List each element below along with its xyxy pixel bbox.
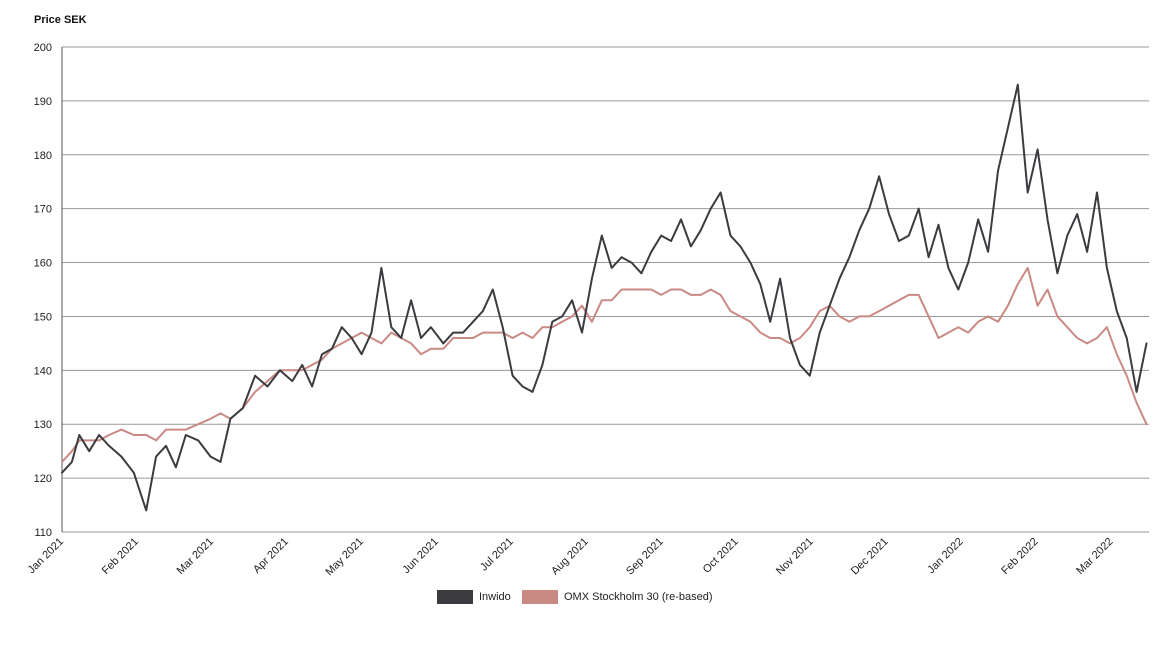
y-tick-label: 110: [34, 527, 52, 539]
legend-item-omx[interactable]: OMX Stockholm 30 (re-based): [522, 590, 713, 604]
series-line-inwido: [61, 83, 1148, 512]
x-tick-label: Feb 2022: [999, 536, 1040, 577]
x-tick-label: Jan 2022: [925, 536, 965, 576]
x-tick-label: Jan 2021: [26, 536, 66, 576]
y-tick-label: 200: [34, 42, 52, 54]
y-tick-label: 170: [34, 204, 52, 216]
y-axis-title: Price SEK: [34, 14, 87, 26]
y-tick-label: 180: [34, 150, 52, 162]
legend-label-omx: OMX Stockholm 30 (re-based): [564, 591, 713, 603]
legend-item-inwido[interactable]: Inwido: [437, 590, 511, 604]
x-tick-label: Mar 2022: [1074, 536, 1115, 577]
x-tick-label: Jul 2021: [478, 536, 516, 574]
x-tick-label: May 2021: [323, 536, 366, 579]
x-tick-label: Jun 2021: [400, 536, 440, 576]
line-chart: 110 120 130 140 150 160 170 180 190 200 Jan 2021 Fe…: [26, 42, 1149, 579]
y-tick-label: 160: [34, 258, 52, 270]
x-tick-label: Dec 2021: [849, 536, 891, 578]
x-tick-label: Nov 2021: [774, 536, 816, 578]
x-tick-label: Sep 2021: [624, 536, 666, 578]
legend-swatch-omx: [522, 590, 558, 604]
y-tick-label: 120: [34, 473, 52, 485]
legend: Inwido OMX Stockholm 30 (re-based): [0, 590, 1166, 610]
y-tick-label: 130: [34, 419, 52, 431]
x-tick-label: Oct 2021: [701, 536, 741, 576]
series-line-omx: [61, 266, 1148, 463]
y-tick-label: 140: [34, 365, 52, 377]
x-tick-label: Aug 2021: [549, 536, 591, 578]
y-tick-label: 190: [34, 96, 52, 108]
x-tick-label: Apr 2021: [251, 536, 291, 576]
x-tick-label: Feb 2021: [100, 536, 141, 577]
legend-swatch-inwido: [437, 590, 473, 604]
x-tick-label: Mar 2021: [175, 536, 216, 577]
y-tick-label: 150: [34, 311, 52, 323]
legend-label-inwido: Inwido: [479, 591, 511, 603]
